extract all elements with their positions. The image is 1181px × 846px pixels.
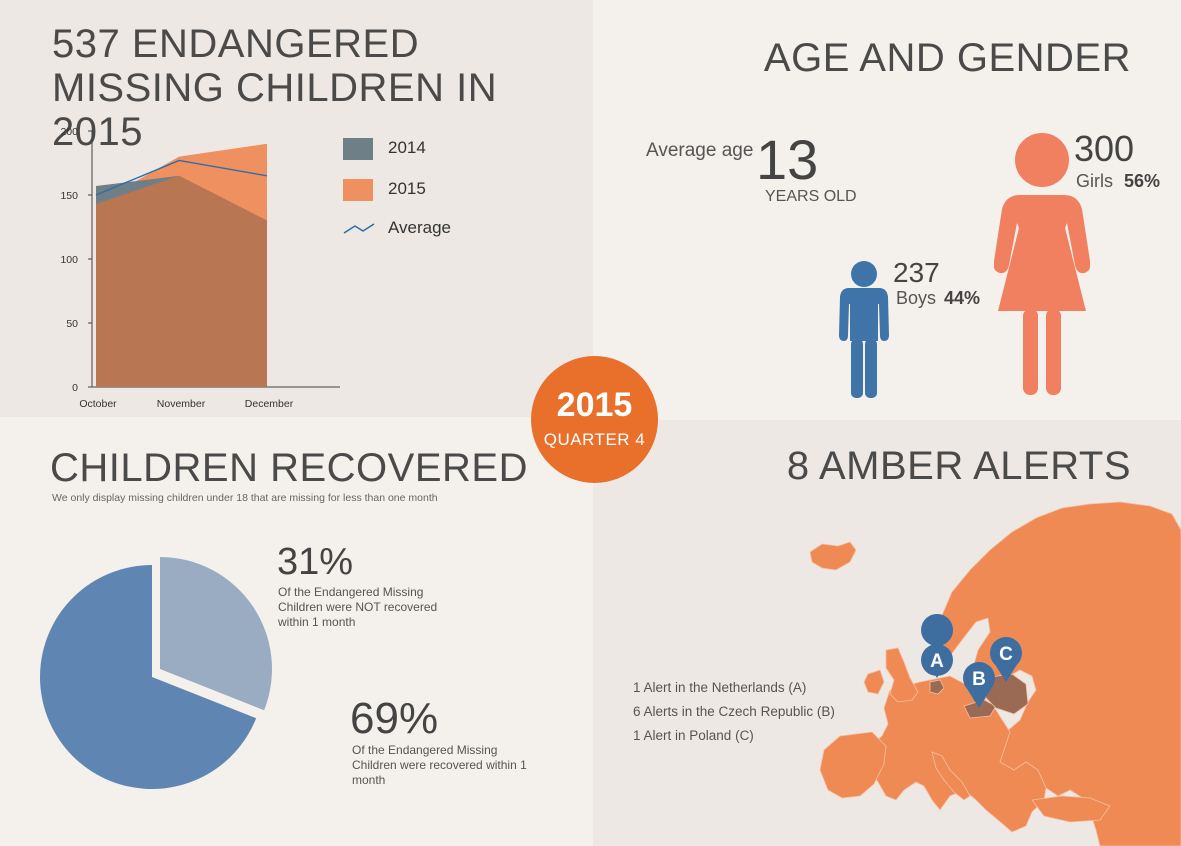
legend-item-average: Average bbox=[343, 214, 523, 244]
marker-b-icon: B bbox=[963, 662, 995, 708]
alert-markers: A B C bbox=[921, 614, 1022, 708]
legend-swatch-2014 bbox=[343, 138, 373, 160]
map-ireland bbox=[863, 669, 885, 695]
map-poland bbox=[983, 673, 1029, 715]
quarter-badge: 2015 QUARTER 4 bbox=[531, 356, 658, 483]
age-gender-title: AGE AND GENDER bbox=[763, 36, 1131, 80]
amber-title: 8 AMBER ALERTS bbox=[786, 444, 1131, 488]
marker-c-icon: C bbox=[990, 637, 1022, 682]
age-gender-panel bbox=[593, 0, 1181, 420]
recovered-subtitle: We only display missing children under 1… bbox=[52, 492, 438, 504]
y-tick-label: 150 bbox=[60, 190, 78, 202]
pie-slice-recovered bbox=[40, 565, 257, 789]
y-tick-label: 50 bbox=[66, 318, 78, 330]
map-italy bbox=[931, 751, 971, 801]
map-iceland bbox=[809, 541, 857, 571]
area-chart: 0 50 100 150 200 October November December bbox=[60, 126, 340, 410]
recovered-percent: 69% bbox=[350, 694, 439, 743]
y-tick-label: 100 bbox=[60, 254, 78, 266]
boys-count: 237 bbox=[893, 257, 940, 288]
map-netherlands bbox=[929, 679, 945, 695]
x-tick-label: December bbox=[245, 398, 294, 410]
legend-line-icon bbox=[343, 223, 375, 234]
not-recovered-description: Of the Endangered Missing Children were … bbox=[278, 585, 438, 629]
average-line bbox=[95, 159, 268, 196]
average-age-label: Average age bbox=[646, 140, 754, 161]
average-age-value: 13 bbox=[756, 128, 819, 191]
legend-item-2015: 2015 bbox=[343, 175, 523, 205]
europe-map: A B C bbox=[809, 501, 1181, 846]
legend-label-2014: 2014 bbox=[388, 138, 426, 157]
marker-a-icon: A bbox=[921, 614, 954, 678]
x-tick-label: October bbox=[79, 398, 117, 410]
boys-percent: 44% bbox=[944, 288, 981, 308]
pie-chart bbox=[40, 557, 272, 789]
badge-year: 2015 bbox=[556, 386, 633, 424]
alert-czech-republic: 6 Alerts in the Czech Republic (B) bbox=[633, 704, 835, 719]
legend-item-2014: 2014 bbox=[343, 134, 523, 164]
average-age-unit: YEARS OLD bbox=[765, 188, 857, 205]
badge-quarter: QUARTER 4 bbox=[543, 430, 646, 449]
girls-count: 300 bbox=[1074, 128, 1135, 169]
legend-swatch-2015 bbox=[343, 179, 373, 201]
x-tick-label: November bbox=[157, 398, 206, 410]
map-turkey bbox=[1031, 795, 1111, 823]
boys-label: Boys bbox=[896, 288, 937, 308]
y-tick-label: 200 bbox=[60, 126, 78, 138]
missing-title: 537 ENDANGERED MISSING CHILDREN IN 2015 bbox=[52, 22, 498, 154]
marker-b-label: B bbox=[972, 669, 986, 690]
legend-label-average: Average bbox=[388, 218, 452, 237]
recovered-title: CHILDREN RECOVERED bbox=[50, 446, 528, 490]
alert-poland: 1 Alert in Poland (C) bbox=[633, 728, 754, 743]
alert-netherlands: 1 Alert in the Netherlands (A) bbox=[633, 680, 807, 695]
girl-icon bbox=[994, 133, 1090, 395]
y-tick-label: 0 bbox=[72, 382, 78, 394]
map-uk bbox=[885, 647, 919, 703]
girls-label: Girls bbox=[1076, 171, 1113, 191]
legend-label-2015: 2015 bbox=[388, 179, 426, 198]
boy-icon bbox=[839, 261, 889, 398]
girls-percent: 56% bbox=[1124, 171, 1161, 191]
recovered-description: Of the Endangered Missing Children were … bbox=[352, 743, 527, 787]
pie-slice-not-recovered bbox=[160, 557, 272, 711]
not-recovered-percent: 31% bbox=[277, 541, 354, 583]
series-overlap-area bbox=[96, 175, 267, 387]
marker-c-label: C bbox=[999, 644, 1013, 665]
map-iberia bbox=[819, 731, 887, 799]
marker-a-label: A bbox=[930, 651, 944, 672]
